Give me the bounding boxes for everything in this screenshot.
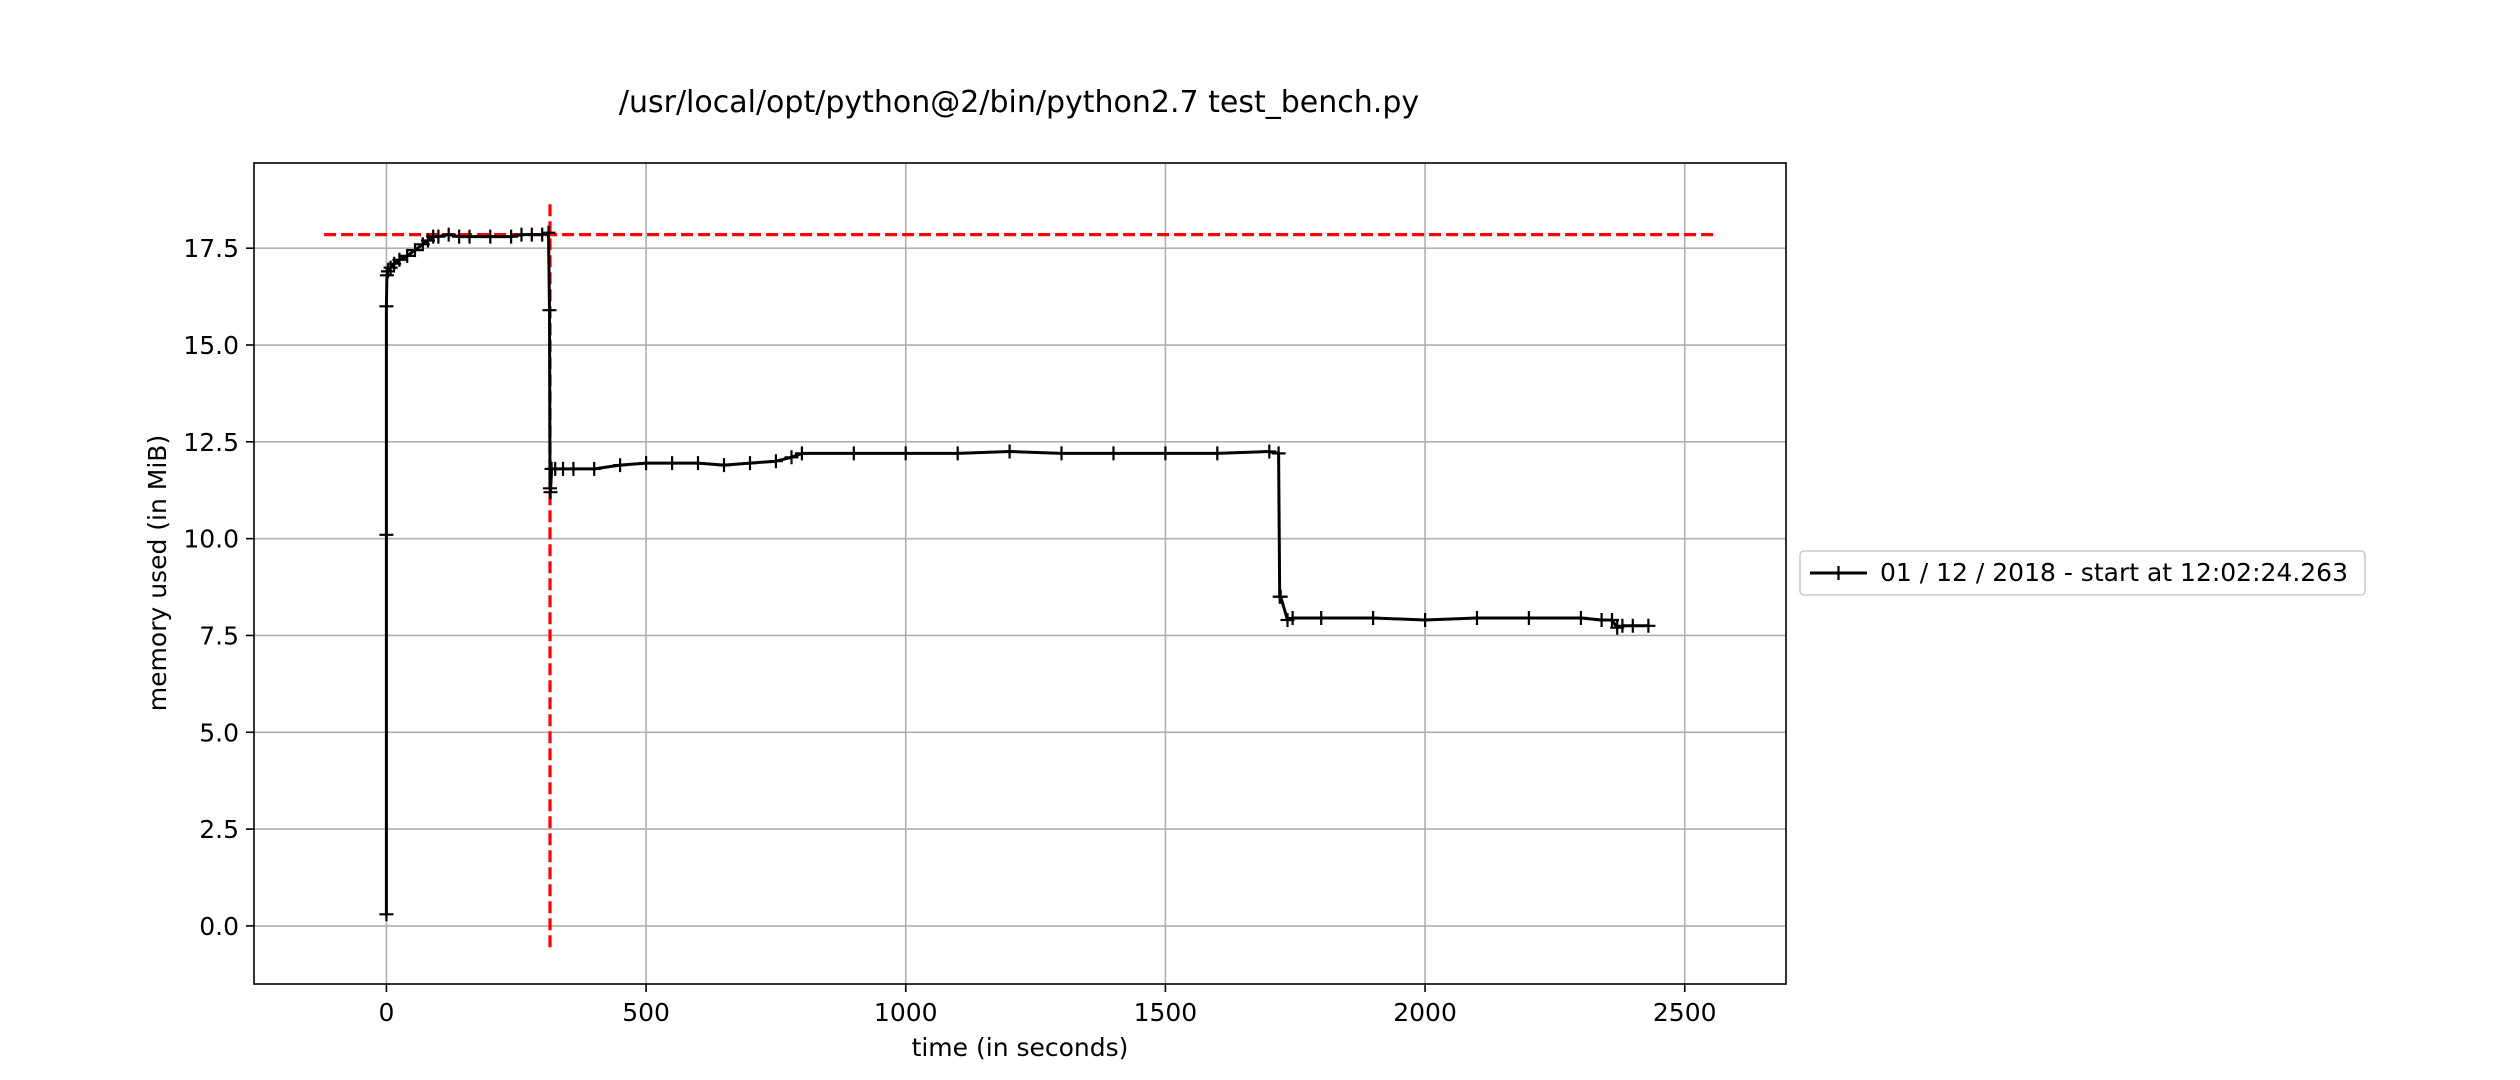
y-tick-label: 2.5 <box>199 815 239 844</box>
data-point-marker <box>898 446 913 461</box>
data-point-marker <box>504 229 519 244</box>
data-point-marker <box>408 243 422 258</box>
grid-lines <box>254 163 1786 984</box>
data-point-marker <box>846 446 861 461</box>
legend: 01 / 12 / 2018 - start at 12:02:24.263 <box>1799 550 2366 596</box>
data-point-marker <box>743 456 757 471</box>
y-tick-label: 7.5 <box>199 621 239 650</box>
data-point-marker <box>462 229 477 244</box>
data-point-marker <box>379 299 394 314</box>
data-point-marker <box>1314 611 1329 625</box>
y-tick-label: 10.0 <box>183 525 239 554</box>
plot-area <box>254 163 1786 984</box>
data-point-marker <box>566 461 581 476</box>
x-tick-label: 500 <box>622 998 670 1027</box>
data-point-marker <box>639 456 654 471</box>
data-point-marker <box>441 227 456 242</box>
y-tick-label: 5.0 <box>199 718 239 747</box>
chart-title: /usr/local/opt/python@2/bin/python2.7 te… <box>619 85 1419 120</box>
data-point-marker <box>1625 618 1640 633</box>
x-tick-label: 1000 <box>874 998 938 1027</box>
x-axis: 0 500 1000 1500 2000 2500 <box>378 984 1717 1027</box>
data-point-marker <box>768 454 783 469</box>
y-tick-label: 0.0 <box>199 912 239 941</box>
data-point-marker <box>542 303 557 318</box>
data-point-marker <box>794 446 809 461</box>
data-point-marker <box>483 229 498 244</box>
data-point-marker <box>1262 444 1277 459</box>
data-point-marker <box>950 446 965 461</box>
y-axis-label: memory used (in MiB) <box>143 435 172 711</box>
data-point-marker <box>1641 618 1656 633</box>
data-point-marker <box>1366 611 1381 625</box>
x-tick-label: 2000 <box>1393 998 1457 1027</box>
data-point-marker <box>1210 446 1225 461</box>
data-point-marker <box>400 248 415 263</box>
data-point-marker <box>541 225 556 240</box>
data-point-marker <box>1273 589 1288 604</box>
legend-label: 01 / 12 / 2018 - start at 12:02:24.263 <box>1880 558 2348 587</box>
y-tick-label: 17.5 <box>183 234 239 263</box>
data-point-marker <box>1054 446 1069 461</box>
data-point-marker <box>1470 611 1484 625</box>
data-point-marker <box>587 461 602 476</box>
data-point-marker <box>431 229 446 244</box>
y-tick-label: 15.0 <box>183 331 239 360</box>
data-point-marker <box>1158 446 1173 461</box>
data-point-marker <box>379 527 394 542</box>
legend-frame <box>1799 550 2366 596</box>
data-point-marker <box>717 458 731 473</box>
data-point-marker <box>535 227 550 242</box>
data-point-marker <box>1605 613 1619 627</box>
y-tick-label: 12.5 <box>183 428 239 457</box>
x-tick-label: 0 <box>378 998 394 1027</box>
x-tick-label: 1500 <box>1134 998 1198 1027</box>
data-point-marker <box>1418 613 1433 627</box>
data-point-marker <box>1002 444 1017 459</box>
data-point-marker <box>1573 611 1588 625</box>
data-point-marker <box>665 456 680 471</box>
data-point-marker <box>784 450 799 465</box>
x-axis-label: time (in seconds) <box>912 1033 1129 1062</box>
data-point-marker <box>613 458 628 473</box>
x-tick-label: 2500 <box>1653 998 1717 1027</box>
data-point-marker <box>392 252 407 267</box>
series-layer <box>379 225 1656 922</box>
y-axis: 0.0 2.5 5.0 7.5 10.0 12.5 15.0 17.5 <box>183 234 254 941</box>
legend-marker-sample <box>1831 566 1846 580</box>
data-point-marker <box>543 485 558 500</box>
data-point-marker <box>1271 446 1286 461</box>
data-point-marker <box>1521 611 1536 625</box>
data-point-marker <box>379 907 394 922</box>
data-point-marker <box>691 456 705 471</box>
data-point-marker <box>1285 611 1300 625</box>
plot-frame <box>253 162 1787 985</box>
data-point-marker <box>1106 446 1121 461</box>
